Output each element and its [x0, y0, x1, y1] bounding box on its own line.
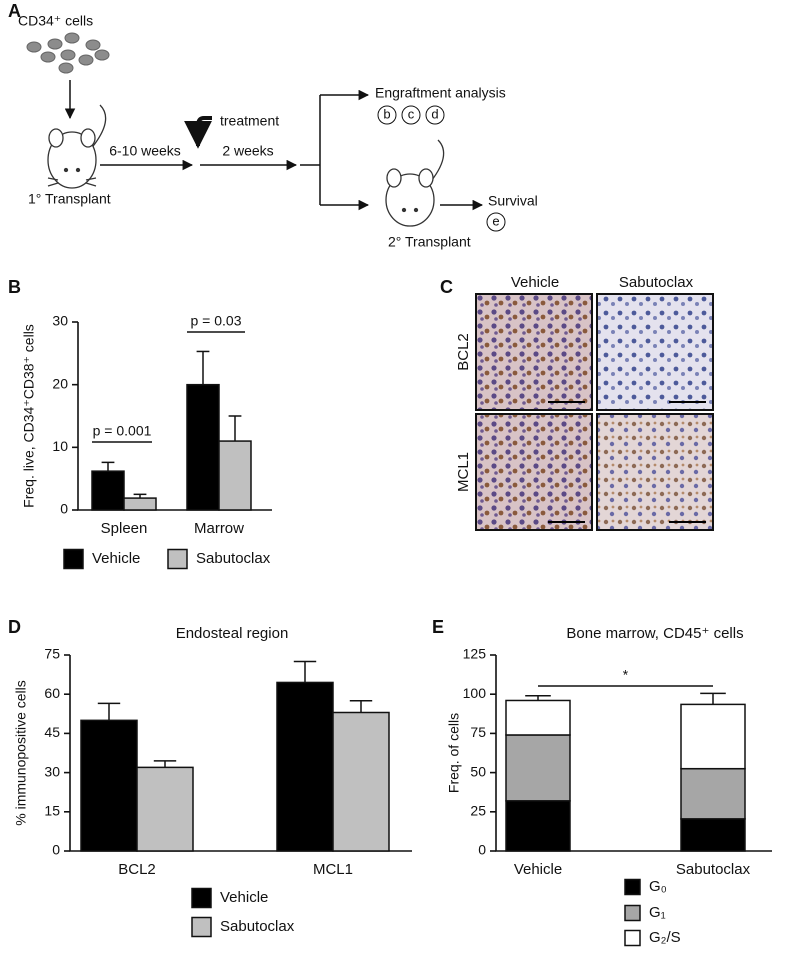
bar [680, 767, 746, 820]
annotation: p = 0.001 [93, 423, 152, 439]
micrographs: Vehicle Sabutoclax BCL2 MCL1 [455, 274, 714, 531]
legend-label: Sabutoclax [196, 550, 271, 567]
bar [505, 699, 571, 736]
y-tick-label: 45 [44, 724, 60, 740]
x-tick-label: Vehicle [514, 861, 562, 878]
bar [505, 734, 571, 802]
y-tick-label: 0 [60, 501, 68, 517]
x-tick-label: Marrow [194, 520, 244, 537]
micrograph [596, 293, 714, 411]
x-tick-label: Sabutoclax [676, 861, 751, 878]
legend-swatch [63, 548, 84, 570]
legend-label: Vehicle [92, 550, 140, 567]
y-tick-label: 75 [44, 646, 60, 662]
bar [680, 703, 746, 770]
scale-bars [548, 401, 706, 523]
y-tick-label: 100 [463, 685, 487, 701]
x-tick-label: Spleen [101, 520, 148, 537]
y-tick-label: 0 [52, 842, 60, 858]
bar [680, 818, 746, 852]
panel-circle [425, 105, 445, 125]
bar [123, 497, 157, 511]
legend-label: Vehicle [220, 889, 268, 906]
mouse [47, 104, 107, 189]
panel-circle [401, 105, 421, 125]
chart-title: Endosteal region [176, 625, 289, 642]
panel-letter: C [440, 277, 453, 297]
cells [26, 32, 110, 74]
interval-label: 2 weeks [222, 143, 273, 159]
y-tick-label: 75 [470, 724, 486, 740]
micrograph [475, 293, 593, 411]
treatment-label: treatment [220, 113, 279, 129]
interval-label: 6-10 weeks [109, 143, 181, 159]
y-tick-label: 15 [44, 803, 60, 819]
legend-label: Sabutoclax [220, 918, 295, 935]
x-tick-label: BCL2 [118, 861, 156, 878]
y-tick-label: 20 [52, 375, 68, 391]
cells-label: CD34⁺ cells [18, 13, 93, 29]
panel-ref: d [431, 106, 438, 121]
bar [218, 440, 252, 511]
panel-circle [377, 105, 397, 125]
annotation: p = 0.03 [191, 313, 242, 329]
secondary-label: 2° Transplant [388, 234, 471, 250]
legend-swatch [624, 904, 641, 922]
y-tick-label: 50 [470, 763, 486, 779]
panel-ref: c [408, 106, 415, 121]
legend-swatch [624, 929, 641, 947]
panel-circle [486, 212, 506, 232]
chart-title: Bone marrow, CD45⁺ cells [566, 625, 743, 642]
y-axis-label: Freq. of cells [446, 713, 462, 793]
annotation: * [623, 667, 629, 683]
legend-swatch [624, 878, 641, 896]
bar [186, 383, 220, 511]
y-axis-label: % immunopositive cells [13, 680, 29, 826]
micrograph [475, 413, 593, 531]
micrograph [596, 413, 714, 531]
legend-label: G₂/S [649, 929, 681, 946]
y-tick-label: 25 [470, 803, 486, 819]
bar [332, 711, 390, 852]
branch [300, 95, 321, 205]
y-tick-label: 10 [52, 438, 68, 454]
legend-swatch [191, 887, 212, 909]
bar [91, 470, 125, 511]
panel-letter: D [8, 617, 21, 637]
bar [276, 681, 334, 852]
column-label: Sabutoclax [619, 274, 694, 291]
column-label: Vehicle [511, 274, 559, 291]
y-tick-label: 125 [463, 646, 487, 662]
bar [505, 800, 571, 852]
y-tick-label: 30 [52, 313, 68, 329]
y-tick-label: 0 [478, 842, 486, 858]
row-label: MCL1 [455, 452, 472, 492]
panel-letter: B [8, 277, 21, 297]
legend-label: G₀ [649, 878, 667, 895]
treatment-arrow [184, 116, 212, 149]
panel-ref: b [383, 106, 390, 121]
survival-label: Survival [488, 193, 538, 209]
bar [80, 719, 138, 852]
diagram: CD34⁺ cells 1° Transplant 6-10 weeks 2 w… [18, 13, 538, 250]
legend-label: G₁ [649, 904, 666, 921]
panel-ref: e [492, 213, 499, 228]
y-axis-label: Freq. live, CD34⁺CD38⁺ cells [21, 324, 37, 508]
engraftment-label: Engraftment analysis [375, 85, 506, 101]
panel-letter: A [8, 1, 21, 21]
y-tick-label: 60 [44, 685, 60, 701]
panel-letter: E [432, 617, 444, 637]
y-tick-label: 30 [44, 763, 60, 779]
legend-swatch [191, 916, 212, 938]
row-label: BCL2 [455, 333, 472, 371]
mouse [385, 139, 445, 227]
legend-swatch [167, 548, 188, 570]
bar [136, 766, 194, 852]
primary-label: 1° Transplant [28, 191, 111, 207]
x-tick-label: MCL1 [313, 861, 353, 878]
